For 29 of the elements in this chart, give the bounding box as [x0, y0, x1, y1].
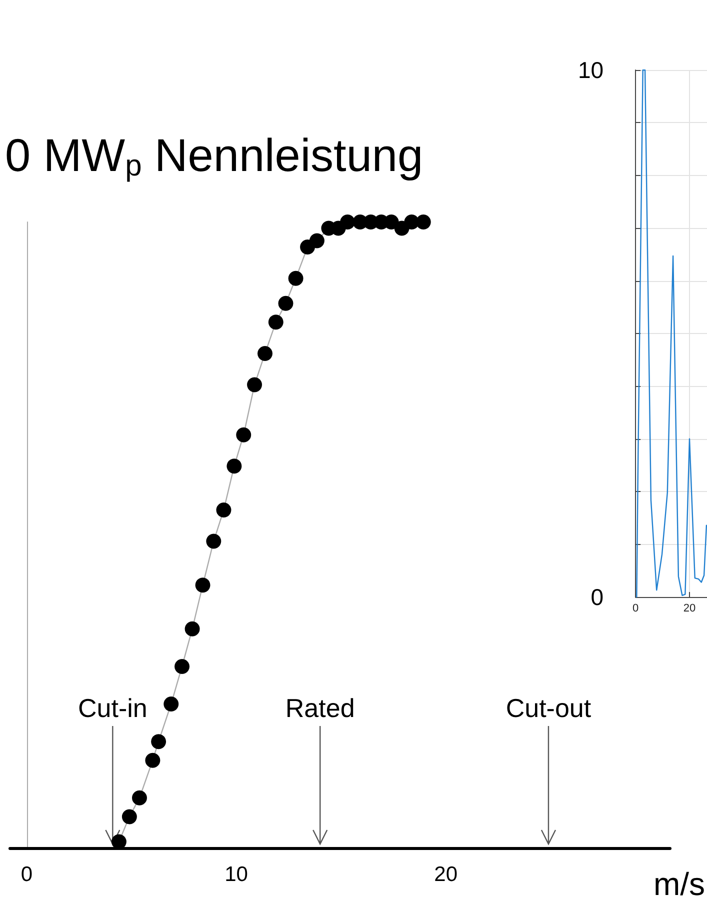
x-tick-label: 10 — [224, 863, 248, 886]
point — [247, 377, 262, 392]
x-tick-label: 0 — [20, 863, 33, 886]
x-tick-label: 20 — [434, 863, 458, 886]
line-series — [636, 69, 707, 598]
ref-line-label: Cut-in — [78, 693, 148, 723]
point — [236, 427, 252, 442]
point — [122, 809, 137, 824]
point — [174, 658, 190, 674]
point — [278, 296, 294, 311]
point — [268, 314, 284, 330]
point — [132, 790, 147, 806]
x-axis-title: m/s — [653, 866, 705, 902]
point — [184, 621, 200, 636]
x-tick-label: 20 — [683, 602, 696, 614]
point — [216, 502, 232, 518]
point — [258, 346, 272, 361]
point — [416, 214, 431, 230]
point — [195, 578, 210, 593]
point — [340, 214, 356, 230]
ref-line-label: Rated — [285, 693, 355, 723]
point — [164, 696, 179, 712]
point — [145, 752, 160, 768]
point — [206, 534, 222, 549]
point — [226, 458, 242, 474]
ref-line-label: Cut-out — [506, 693, 592, 723]
point — [151, 734, 166, 750]
point — [309, 233, 324, 248]
point — [288, 270, 304, 286]
